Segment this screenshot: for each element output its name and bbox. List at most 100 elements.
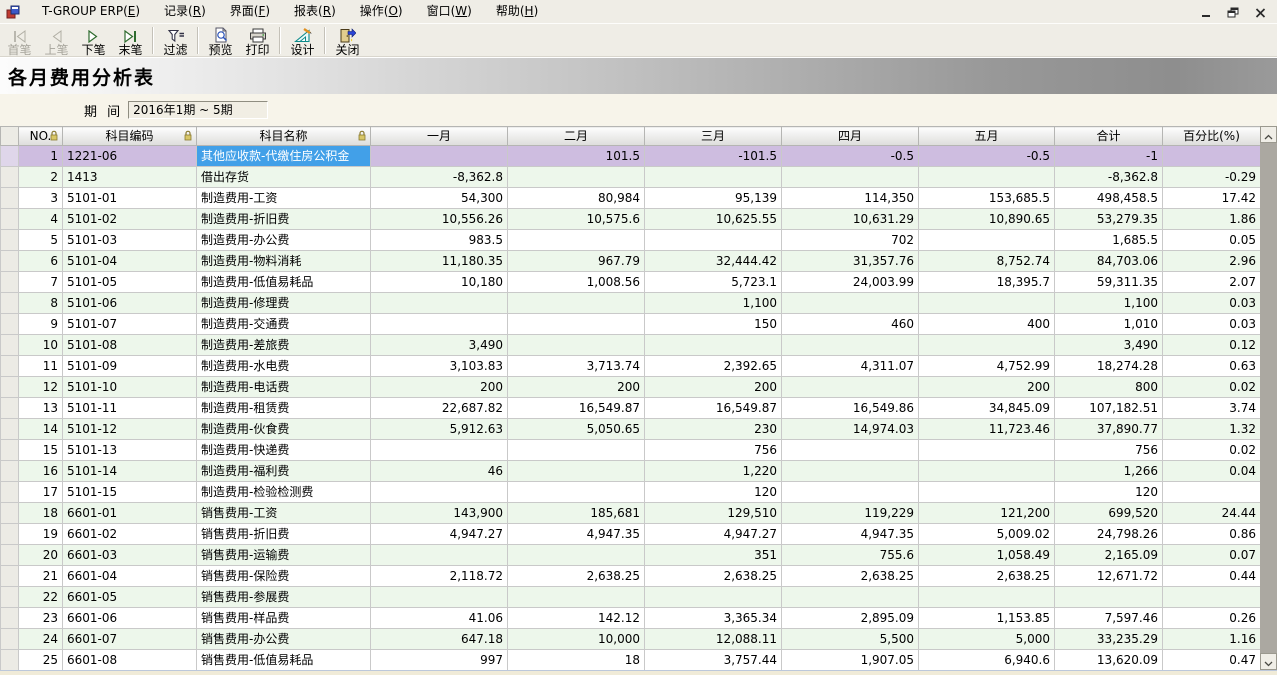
cell-百分比(%)[interactable]: 0.02 [1162, 376, 1261, 398]
cell-科目名称[interactable]: 制造费用-办公费 [196, 229, 371, 251]
cell-合计[interactable] [1054, 586, 1163, 608]
row-selector-header[interactable] [0, 126, 19, 146]
row-selector-cell[interactable] [0, 376, 19, 398]
cell-四月[interactable]: 755.6 [781, 544, 919, 566]
row-selector-cell[interactable] [0, 166, 19, 188]
cell-四月[interactable]: 16,549.86 [781, 397, 919, 419]
cell-五月[interactable] [918, 229, 1055, 251]
cell-三月[interactable]: 32,444.42 [644, 250, 782, 272]
cell-合计[interactable]: 2,165.09 [1054, 544, 1163, 566]
cell-NO.[interactable]: 24 [18, 628, 63, 650]
cell-科目编码[interactable]: 6601-07 [62, 628, 197, 650]
cell-百分比(%)[interactable]: 1.32 [1162, 418, 1261, 440]
cell-百分比(%)[interactable]: -0.29 [1162, 166, 1261, 188]
cell-百分比(%)[interactable]: 0.47 [1162, 649, 1261, 670]
cell-NO.[interactable]: 21 [18, 565, 63, 587]
cell-合计[interactable]: 12,671.72 [1054, 565, 1163, 587]
cell-百分比(%)[interactable] [1162, 481, 1261, 503]
cell-合计[interactable]: 3,490 [1054, 334, 1163, 356]
cell-五月[interactable]: 4,752.99 [918, 355, 1055, 377]
cell-NO.[interactable]: 16 [18, 460, 63, 482]
cell-科目名称[interactable]: 销售费用-办公费 [196, 628, 371, 650]
cell-一月[interactable]: 10,556.26 [370, 208, 508, 230]
cell-一月[interactable]: 10,180 [370, 271, 508, 293]
row-selector-cell[interactable] [0, 397, 19, 419]
cell-科目编码[interactable]: 5101-04 [62, 250, 197, 272]
cell-科目编码[interactable]: 5101-10 [62, 376, 197, 398]
cell-百分比(%)[interactable]: 0.03 [1162, 313, 1261, 335]
cell-百分比(%)[interactable]: 24.44 [1162, 502, 1261, 524]
cell-二月[interactable]: 200 [507, 376, 645, 398]
toolbar-button-2[interactable]: 下笔 [75, 25, 112, 57]
cell-科目编码[interactable]: 5101-01 [62, 187, 197, 209]
row-selector-cell[interactable] [0, 313, 19, 335]
cell-科目编码[interactable]: 5101-13 [62, 439, 197, 461]
cell-科目编码[interactable]: 5101-11 [62, 397, 197, 419]
cell-一月[interactable]: 997 [370, 649, 508, 670]
cell-三月[interactable] [644, 166, 782, 188]
cell-科目名称[interactable]: 制造费用-租赁费 [196, 397, 371, 419]
cell-科目编码[interactable]: 6601-01 [62, 502, 197, 524]
cell-四月[interactable] [781, 376, 919, 398]
cell-NO.[interactable]: 22 [18, 586, 63, 608]
cell-科目名称[interactable]: 制造费用-福利费 [196, 460, 371, 482]
row-selector-cell[interactable] [0, 229, 19, 251]
cell-合计[interactable]: 37,890.77 [1054, 418, 1163, 440]
cell-百分比(%)[interactable] [1162, 586, 1261, 608]
cell-NO.[interactable]: 13 [18, 397, 63, 419]
cell-NO.[interactable]: 5 [18, 229, 63, 251]
cell-三月[interactable]: -101.5 [644, 145, 782, 167]
menu-item-2[interactable]: 界面(F) [229, 3, 271, 18]
cell-三月[interactable]: 351 [644, 544, 782, 566]
cell-合计[interactable]: 498,458.5 [1054, 187, 1163, 209]
cell-三月[interactable]: 3,365.34 [644, 607, 782, 629]
cell-一月[interactable]: 22,687.82 [370, 397, 508, 419]
cell-三月[interactable]: 4,947.27 [644, 523, 782, 545]
cell-百分比(%)[interactable]: 0.86 [1162, 523, 1261, 545]
cell-一月[interactable]: 41.06 [370, 607, 508, 629]
cell-NO.[interactable]: 6 [18, 250, 63, 272]
cell-NO.[interactable]: 14 [18, 418, 63, 440]
cell-五月[interactable] [918, 439, 1055, 461]
row-selector-cell[interactable] [0, 250, 19, 272]
cell-一月[interactable] [370, 586, 508, 608]
cell-合计[interactable]: 33,235.29 [1054, 628, 1163, 650]
cell-科目名称[interactable]: 制造费用-差旅费 [196, 334, 371, 356]
cell-五月[interactable]: 400 [918, 313, 1055, 335]
cell-NO.[interactable]: 15 [18, 439, 63, 461]
cell-合计[interactable]: 53,279.35 [1054, 208, 1163, 230]
cell-一月[interactable]: 983.5 [370, 229, 508, 251]
row-selector-cell[interactable] [0, 418, 19, 440]
row-selector-cell[interactable] [0, 460, 19, 482]
cell-NO.[interactable]: 9 [18, 313, 63, 335]
cell-一月[interactable] [370, 145, 508, 167]
cell-一月[interactable] [370, 439, 508, 461]
cell-百分比(%)[interactable]: 2.07 [1162, 271, 1261, 293]
cell-二月[interactable]: 3,713.74 [507, 355, 645, 377]
cell-五月[interactable]: 1,058.49 [918, 544, 1055, 566]
row-selector-cell[interactable] [0, 544, 19, 566]
cell-科目编码[interactable]: 6601-06 [62, 607, 197, 629]
cell-五月[interactable]: 18,395.7 [918, 271, 1055, 293]
cell-NO.[interactable]: 7 [18, 271, 63, 293]
cell-科目名称[interactable]: 制造费用-折旧费 [196, 208, 371, 230]
cell-一月[interactable]: 54,300 [370, 187, 508, 209]
cell-五月[interactable]: 153,685.5 [918, 187, 1055, 209]
cell-合计[interactable]: 84,703.06 [1054, 250, 1163, 272]
cell-科目名称[interactable]: 制造费用-伙食费 [196, 418, 371, 440]
cell-二月[interactable] [507, 439, 645, 461]
cell-科目编码[interactable]: 6601-02 [62, 523, 197, 545]
cell-四月[interactable]: 460 [781, 313, 919, 335]
cell-五月[interactable]: 34,845.09 [918, 397, 1055, 419]
menu-item-1[interactable]: 记录(R) [164, 3, 206, 18]
cell-百分比(%)[interactable]: 1.16 [1162, 628, 1261, 650]
cell-百分比(%)[interactable]: 0.03 [1162, 292, 1261, 314]
cell-科目名称[interactable]: 制造费用-快递费 [196, 439, 371, 461]
cell-二月[interactable] [507, 586, 645, 608]
scroll-down-button[interactable] [1260, 653, 1277, 670]
cell-合计[interactable]: 1,100 [1054, 292, 1163, 314]
cell-五月[interactable]: 121,200 [918, 502, 1055, 524]
cell-科目编码[interactable]: 6601-04 [62, 565, 197, 587]
cell-四月[interactable]: 4,311.07 [781, 355, 919, 377]
cell-四月[interactable] [781, 586, 919, 608]
